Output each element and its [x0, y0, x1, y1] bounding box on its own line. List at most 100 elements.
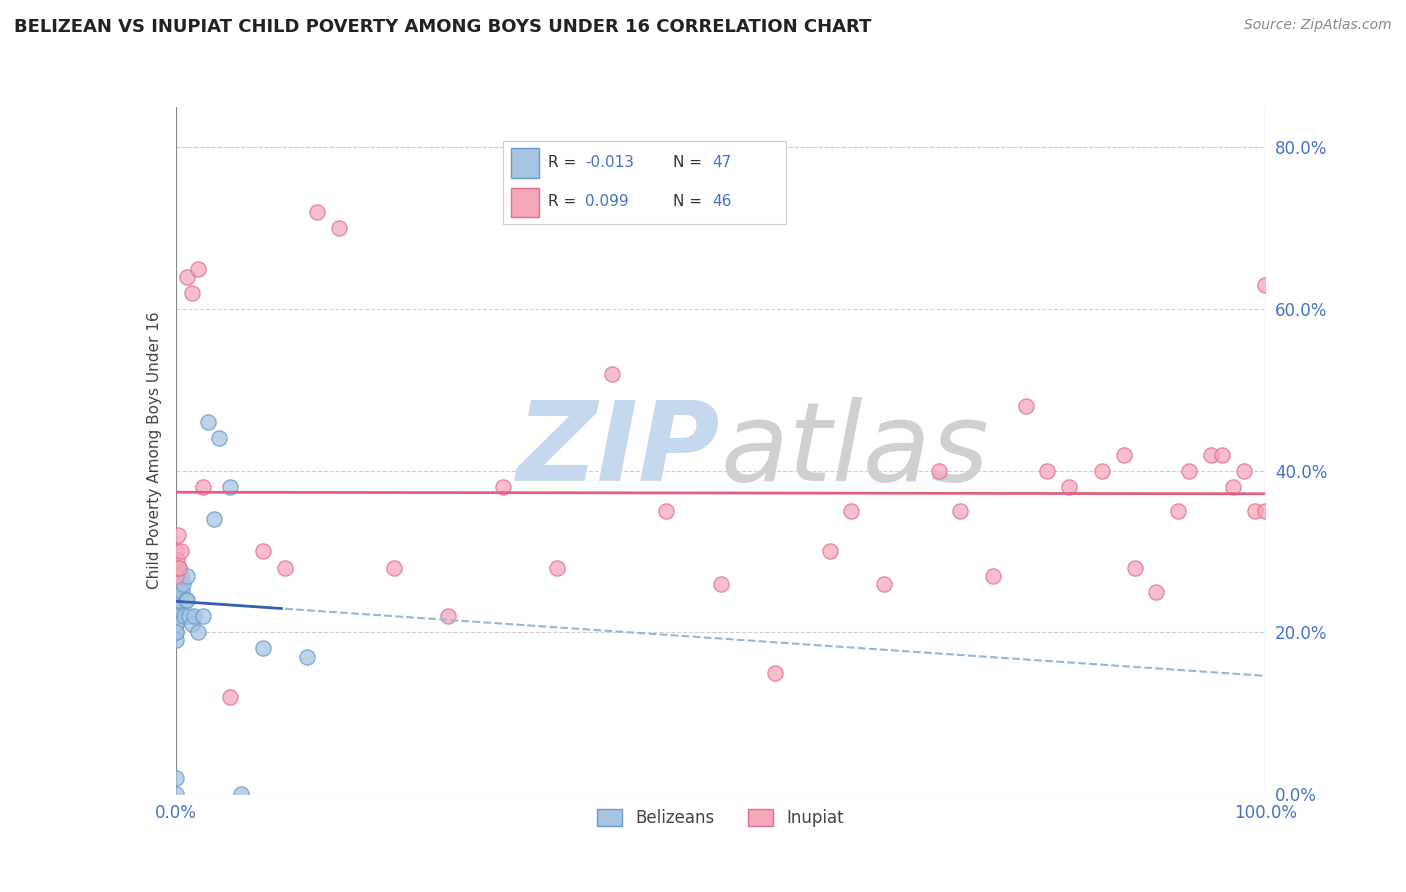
Point [170, 568, 193, 582]
Point [252, 544, 274, 558]
Point [167, 560, 190, 574]
Point [949, 504, 972, 518]
Point [165, 601, 187, 615]
Text: ZIP: ZIP [517, 397, 721, 504]
Text: N =: N = [672, 155, 706, 170]
Point [231, 787, 253, 801]
Point [295, 649, 318, 664]
FancyBboxPatch shape [512, 187, 540, 218]
Point [1036, 464, 1059, 478]
Point [981, 568, 1004, 582]
Text: atlas: atlas [721, 397, 990, 504]
Point [1254, 504, 1277, 518]
Point [1112, 448, 1135, 462]
Point [655, 504, 678, 518]
FancyBboxPatch shape [512, 148, 540, 178]
Text: BELIZEAN VS INUPIAT CHILD POVERTY AMONG BOYS UNDER 16 CORRELATION CHART: BELIZEAN VS INUPIAT CHILD POVERTY AMONG … [14, 18, 872, 36]
Point [165, 617, 187, 632]
Point [176, 593, 198, 607]
Point [167, 568, 190, 582]
Point [165, 787, 187, 801]
Point [165, 771, 187, 785]
Point [174, 593, 197, 607]
Point [1178, 464, 1201, 478]
Point [197, 415, 219, 429]
Point [165, 633, 187, 648]
Point [172, 576, 194, 591]
Point [546, 560, 568, 574]
Text: 0.099: 0.099 [585, 194, 628, 209]
Legend: Belizeans, Inupiat: Belizeans, Inupiat [591, 802, 851, 834]
Point [1167, 504, 1189, 518]
Point [252, 641, 274, 656]
Point [1211, 448, 1233, 462]
Point [763, 665, 786, 680]
Point [219, 690, 242, 704]
Y-axis label: Child Poverty Among Boys Under 16: Child Poverty Among Boys Under 16 [146, 311, 162, 590]
Point [169, 576, 191, 591]
Point [165, 568, 187, 582]
Point [186, 625, 209, 640]
Text: N =: N = [672, 194, 706, 209]
Point [166, 568, 188, 582]
Point [382, 560, 405, 574]
Point [172, 585, 194, 599]
Point [219, 480, 242, 494]
Text: R =: R = [548, 155, 581, 170]
Point [165, 617, 187, 632]
Text: 47: 47 [713, 155, 731, 170]
Point [1057, 480, 1080, 494]
Point [202, 512, 225, 526]
Point [165, 585, 187, 599]
Point [1254, 277, 1277, 292]
Point [600, 367, 623, 381]
Point [165, 625, 187, 640]
Text: 46: 46 [713, 194, 731, 209]
Point [186, 261, 209, 276]
Point [167, 560, 190, 574]
Point [165, 560, 187, 574]
Point [841, 504, 863, 518]
Point [165, 568, 187, 582]
Point [1222, 480, 1244, 494]
Point [1199, 448, 1222, 462]
Point [165, 609, 187, 624]
Point [1091, 464, 1114, 478]
Point [274, 560, 297, 574]
Point [165, 544, 187, 558]
Point [1144, 585, 1167, 599]
Point [166, 560, 188, 574]
Point [167, 528, 190, 542]
Point [181, 617, 204, 632]
Point [818, 544, 841, 558]
Point [208, 431, 231, 445]
Point [167, 593, 190, 607]
Point [191, 609, 214, 624]
Text: -0.013: -0.013 [585, 155, 634, 170]
Text: R =: R = [548, 194, 581, 209]
Point [183, 609, 205, 624]
Point [165, 576, 187, 591]
Point [165, 625, 187, 640]
Point [166, 552, 188, 566]
Point [1232, 464, 1256, 478]
Point [165, 593, 187, 607]
Point [170, 544, 193, 558]
Point [181, 285, 204, 300]
Point [176, 568, 198, 582]
Point [165, 609, 187, 624]
Point [928, 464, 950, 478]
Point [177, 609, 200, 624]
Point [191, 480, 214, 494]
Point [873, 576, 896, 591]
Point [165, 601, 187, 615]
Point [176, 269, 198, 284]
Point [165, 585, 187, 599]
Point [1243, 504, 1265, 518]
Point [1015, 399, 1038, 413]
Point [437, 609, 460, 624]
Point [165, 568, 187, 582]
Point [710, 576, 733, 591]
Point [165, 560, 187, 574]
Point [166, 576, 188, 591]
